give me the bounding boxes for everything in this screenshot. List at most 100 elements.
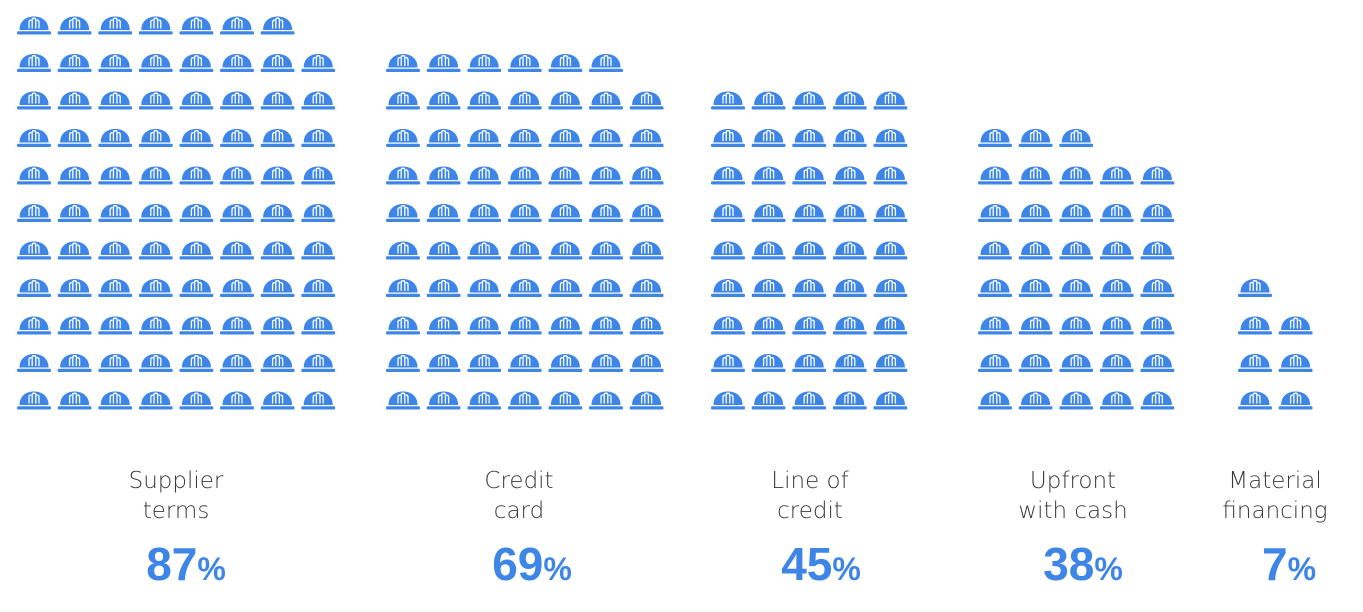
hard-hat-icon [98, 390, 133, 410]
hard-hat-icon [832, 278, 867, 298]
hard-hat-icon [1140, 203, 1175, 223]
hard-hat-icon [1059, 353, 1094, 373]
hard-hat-icon [978, 203, 1012, 223]
hard-hat-icon [426, 390, 461, 410]
hard-hat-icon [98, 278, 133, 298]
hard-hat-icon [57, 390, 92, 410]
category-label-line-1: Credit [484, 468, 553, 494]
hard-hat-icon [467, 240, 502, 260]
hard-hat-icon [1018, 203, 1053, 223]
hard-hat-icon [873, 240, 908, 260]
hard-hat-icon [138, 90, 173, 110]
hard-hat-icon [17, 390, 51, 410]
hard-hat-icon [138, 165, 173, 185]
hard-hat-icon [220, 203, 254, 223]
hard-hat-icon [57, 203, 92, 223]
hard-hat-icon [260, 53, 295, 73]
hard-hat-icon [17, 128, 51, 148]
hard-hat-icon [1099, 315, 1134, 335]
hard-hat-icon [220, 128, 254, 148]
hard-hat-icon [57, 53, 92, 73]
hard-hat-icon [467, 53, 502, 73]
hard-hat-icon [57, 165, 92, 185]
hard-hat-icon [873, 203, 908, 223]
hard-hat-icon [1238, 278, 1272, 298]
hard-hat-icon [301, 90, 336, 110]
hard-hat-icon [548, 165, 583, 185]
hard-hat-icon [426, 90, 461, 110]
hard-hat-icon [589, 390, 623, 410]
hard-hat-icon [1018, 165, 1053, 185]
hard-hat-icon [1018, 278, 1053, 298]
hard-hat-icon [1099, 390, 1134, 410]
hard-hat-icon [138, 390, 173, 410]
hard-hat-icon [17, 90, 51, 110]
hard-hat-icon [711, 240, 745, 260]
hard-hat-icon [301, 315, 336, 335]
hard-hat-icon [98, 165, 133, 185]
hard-hat-icon [220, 390, 254, 410]
hard-hat-icon [260, 90, 295, 110]
hard-hat-icon [548, 278, 583, 298]
hard-hat-icon [1018, 128, 1053, 148]
hard-hat-icon [629, 390, 664, 410]
hard-hat-icon [260, 240, 295, 260]
hard-hat-icon [386, 278, 420, 298]
category-upfront-with-cash: Upfront with cash 38% [978, 128, 1175, 590]
hard-hat-icon [179, 278, 214, 298]
hard-hat-icon [57, 353, 92, 373]
hard-hat-icon [629, 203, 664, 223]
hard-hat-icon [1278, 315, 1313, 335]
hard-hat-icon [751, 203, 786, 223]
hard-hat-icon [1059, 240, 1094, 260]
hard-hat-icon [1238, 315, 1272, 335]
hard-hat-icon [751, 315, 786, 335]
hard-hat-icon [426, 165, 461, 185]
hard-hat-icon [873, 128, 908, 148]
hard-hat-icon [507, 90, 542, 110]
hard-hat-icon [138, 353, 173, 373]
hard-hat-icon [220, 165, 254, 185]
hard-hat-icon [629, 353, 664, 373]
hard-hat-icon [873, 353, 908, 373]
hard-hat-icon [220, 353, 254, 373]
hard-hat-icon [711, 353, 745, 373]
icon-grid [1238, 278, 1313, 410]
percentage-value: 38% [1043, 538, 1123, 590]
hard-hat-icon [301, 53, 336, 73]
hard-hat-icon [301, 203, 336, 223]
hard-hat-icon [507, 240, 542, 260]
hard-hat-icon [832, 240, 867, 260]
hard-hat-icon [220, 15, 254, 35]
hard-hat-icon [548, 90, 583, 110]
hard-hat-icon [711, 315, 745, 335]
hard-hat-icon [98, 53, 133, 73]
hard-hat-icon [301, 353, 336, 373]
hard-hat-icon [873, 390, 908, 410]
hard-hat-icon [57, 90, 92, 110]
hard-hat-icon [507, 278, 542, 298]
hard-hat-icon [792, 390, 827, 410]
hard-hat-icon [467, 278, 502, 298]
category-line-of-credit: Line of credit 45% [711, 90, 908, 590]
percent-sign: % [543, 551, 571, 587]
hard-hat-icon [548, 203, 583, 223]
category-label-line-2: card [494, 498, 544, 524]
hard-hat-icon [260, 15, 295, 35]
hard-hat-icon [301, 390, 336, 410]
percentage-value: 69% [492, 538, 572, 590]
hard-hat-icon [507, 353, 542, 373]
hard-hat-icon [1059, 278, 1094, 298]
hard-hat-icon [751, 90, 786, 110]
hard-hat-icon [57, 15, 92, 35]
hard-hat-icon [138, 15, 173, 35]
hard-hat-icon [17, 278, 51, 298]
hard-hat-icon [832, 128, 867, 148]
percentage-value: 7% [1262, 538, 1316, 590]
hard-hat-icon [17, 15, 51, 35]
hard-hat-icon [260, 353, 295, 373]
hard-hat-icon [179, 353, 214, 373]
hard-hat-icon [220, 240, 254, 260]
hard-hat-icon [792, 315, 827, 335]
hard-hat-icon [792, 128, 827, 148]
